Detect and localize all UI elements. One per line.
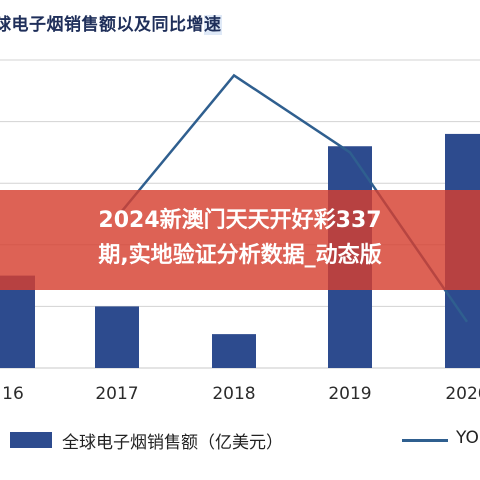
promo-banner-line2: 期,实地验证分析数据_动态版 [98, 243, 382, 268]
promo-banner-text: 2024新澳门天天开好彩337 期,实地验证分析数据_动态版 [0, 203, 480, 273]
x-tick-label: 2018 [212, 384, 256, 404]
promo-banner [0, 190, 480, 290]
legend-line-label: YO [456, 428, 479, 448]
x-tick-label: 2017 [95, 384, 139, 404]
legend-line-swatch [402, 439, 448, 442]
legend-bar-swatch [10, 432, 52, 448]
chart-title: 球电子烟销售额以及同比增速 [0, 15, 222, 35]
bar-2017 [95, 306, 139, 368]
x-tick-label: 2020 [445, 384, 480, 404]
x-tick-label: 16 [2, 384, 24, 404]
legend-bar-label: 全球电子烟销售额（亿美元） [62, 433, 283, 453]
promo-banner-line1: 2024新澳门天天开好彩337 [98, 208, 382, 233]
bar-2018 [212, 334, 256, 368]
x-tick-label: 2019 [328, 384, 372, 404]
bar-16 [0, 275, 35, 368]
